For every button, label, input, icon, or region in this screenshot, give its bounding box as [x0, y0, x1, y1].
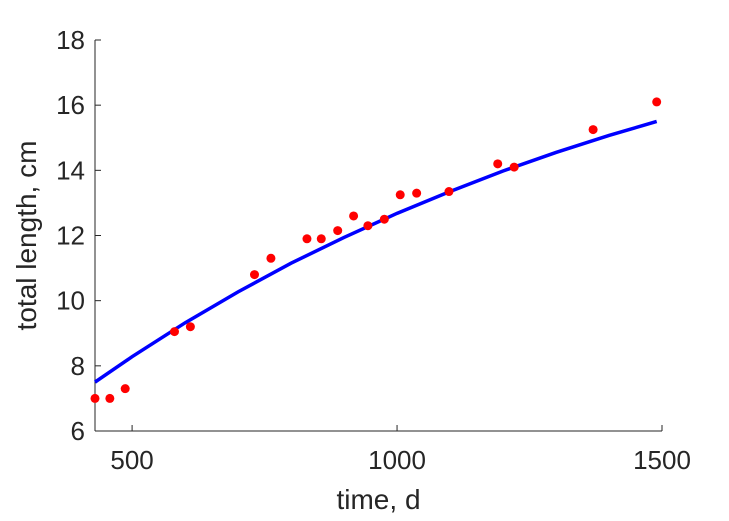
x-axis-title: time, d	[336, 484, 420, 515]
x-tick-label: 1000	[368, 445, 426, 475]
data-point	[652, 97, 662, 107]
data-point	[588, 125, 598, 135]
data-point	[266, 253, 276, 263]
ticks: 6 8 10 12 14 16 18 500 1000 1500	[56, 25, 691, 475]
data-point	[333, 226, 343, 236]
data-point	[444, 187, 454, 197]
data-point	[363, 221, 373, 231]
data-point	[185, 322, 195, 332]
data-point	[90, 393, 100, 403]
y-tick-label: 10	[56, 286, 85, 316]
y-tick-label: 12	[56, 221, 85, 251]
data-point	[349, 211, 359, 221]
data-point	[120, 384, 130, 394]
data-point	[379, 214, 389, 224]
data-point	[412, 188, 422, 198]
data-point	[509, 162, 519, 172]
fit-curve	[94, 119, 658, 384]
x-tick-label: 1500	[633, 445, 691, 475]
data-point	[105, 393, 115, 403]
axes	[94, 40, 662, 432]
y-tick-label: 8	[71, 351, 85, 381]
data-point	[302, 234, 312, 244]
data-point	[493, 159, 503, 169]
y-tick-label: 14	[56, 155, 85, 185]
data-point	[250, 270, 260, 280]
y-axis-title: total length, cm	[11, 141, 42, 331]
x-tick-label: 500	[110, 445, 153, 475]
series	[90, 97, 662, 403]
data-point	[395, 190, 405, 200]
data-point	[169, 327, 179, 337]
data-point	[316, 234, 326, 244]
y-tick-label: 16	[56, 90, 85, 120]
y-tick-label: 18	[56, 25, 85, 55]
y-tick-label: 6	[71, 416, 85, 446]
